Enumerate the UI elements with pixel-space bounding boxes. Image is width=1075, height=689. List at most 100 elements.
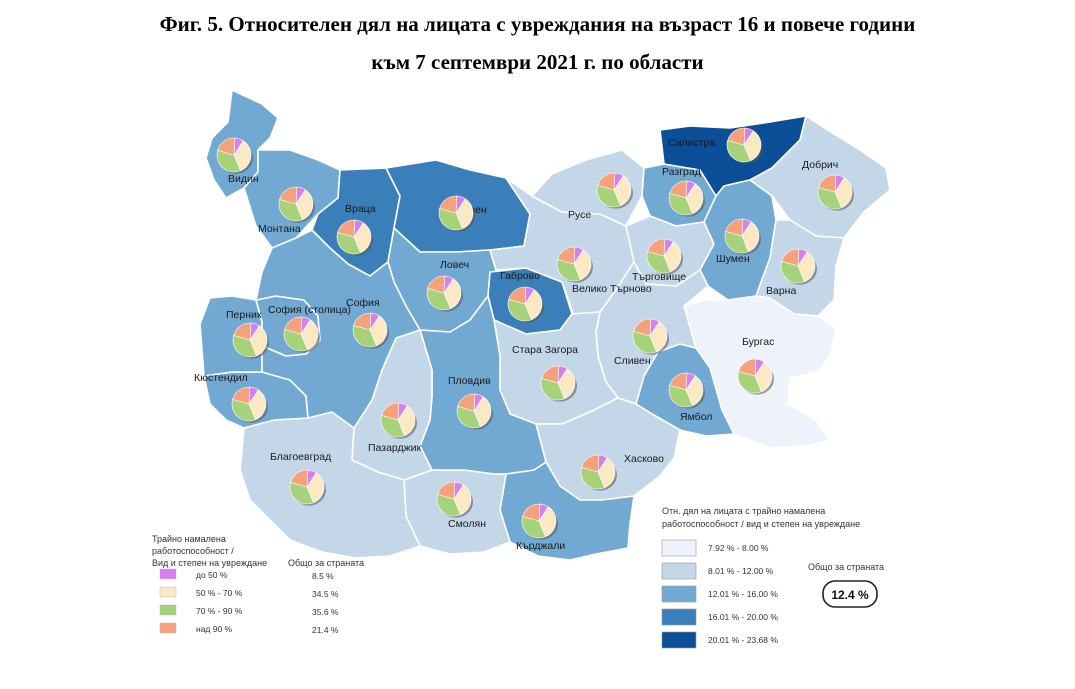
pie-slice-2 <box>300 319 319 351</box>
region-label-vratsa: Враца <box>345 203 376 215</box>
pie-slice-2 <box>443 278 462 310</box>
pie-legend-heading-line: работоспособност / <box>152 546 234 556</box>
class-legend-swatch <box>661 608 697 626</box>
pie-slice-3 <box>278 198 303 222</box>
pie-slice-3 <box>438 207 463 231</box>
pie-slice-2 <box>685 183 704 215</box>
region-sofiya[interactable] <box>255 229 421 429</box>
pie-slice-4 <box>669 180 688 199</box>
region-pie-vratsa <box>336 219 373 256</box>
pie-slice-2 <box>834 177 853 209</box>
region-pie-kardzhali <box>521 503 558 540</box>
class-legend-swatch <box>661 585 697 603</box>
pie-slice-3 <box>231 398 256 422</box>
pie-slice-2 <box>249 325 268 357</box>
pie-slice-2 <box>741 221 760 253</box>
pie-legend-swatch <box>159 568 177 580</box>
pie-slice-4 <box>439 195 458 214</box>
pie-slice-2 <box>248 389 267 421</box>
class-legend-label: 16.01 % - 20.00 % <box>708 612 778 622</box>
region-label-gabrovo: Габрово <box>500 270 540 282</box>
pie-slice-4 <box>437 481 456 500</box>
pie-legend-value: 21.4 % <box>312 625 339 635</box>
pie-slice-2 <box>754 361 773 393</box>
pie-slice-3 <box>668 192 693 216</box>
region-pie-kyustendil <box>231 386 268 423</box>
pie-slice-2 <box>649 321 668 353</box>
pie-slice-4 <box>284 316 303 335</box>
pie-slice-4 <box>217 137 236 156</box>
pie-slice-2 <box>369 315 388 347</box>
pie-legend-label: над 90 % <box>196 624 233 634</box>
pie-slice-2 <box>685 375 704 407</box>
pie-slice-3 <box>737 370 762 394</box>
pie-slice-3 <box>580 466 605 490</box>
chart-title-line-2: към 7 септември 2021 г. по области <box>371 50 704 74</box>
pie-slice-2 <box>538 506 557 538</box>
region-pie-razgrad <box>668 180 705 217</box>
pie-slice-4 <box>725 218 744 237</box>
region-label-sofiya-stolitsa: София (столица) <box>268 304 351 316</box>
region-pie-lovech <box>426 275 463 312</box>
region-label-stara-zagora: Стара Загора <box>512 344 578 356</box>
region-pie-sliven <box>632 318 669 355</box>
region-pie-dobrich <box>817 174 854 211</box>
region-label-lovech: Ловеч <box>440 259 469 271</box>
region-label-silistra: Силистра <box>668 137 715 149</box>
pie-slice-4 <box>647 238 666 257</box>
pie-slice-3 <box>216 149 241 173</box>
pie-slice-3 <box>668 384 693 408</box>
region-label-kyustendil: Кюстендил <box>194 372 248 384</box>
pie-legend-total-heading: Общо за страната <box>288 558 364 568</box>
pie-slice-3 <box>283 328 308 352</box>
class-legend-label: 12.01 % - 16.00 % <box>708 589 778 599</box>
pie-slice-3 <box>780 260 805 284</box>
pie-slice-2 <box>573 249 592 281</box>
pie-slice-3 <box>596 184 621 208</box>
pie-slice-4 <box>633 318 652 337</box>
pie-slice-4 <box>233 322 252 341</box>
region-pie-targovishte <box>646 238 683 275</box>
region-pie-plovdiv <box>456 393 493 430</box>
region-pie-veliko-tarnovo <box>556 246 593 283</box>
region-label-targovishte: Търговище <box>632 271 686 283</box>
pie-legend-heading-line: Вид и степен на увреждане <box>152 558 267 568</box>
region-label-plovdiv: Пловдив <box>448 375 491 387</box>
region-label-sofiya: София <box>346 297 380 309</box>
region-pie-yambol <box>668 372 705 409</box>
class-legend-swatch <box>661 631 697 649</box>
pie-legend-heading-line: Трайно намалена <box>152 534 226 544</box>
pie-slice-4 <box>232 386 251 405</box>
class-legend-heading-line: Отн. дял на лицата с трайно намалена <box>662 506 825 516</box>
region-pie-pazardzhik <box>380 402 417 439</box>
region-label-smolyan: Смолян <box>448 518 486 530</box>
class-legend-swatch <box>661 562 697 580</box>
region-label-razgrad: Разград <box>662 166 701 178</box>
pie-slice-3 <box>426 287 451 311</box>
pie-legend-swatch <box>159 586 177 598</box>
pie-slice-2 <box>353 222 372 254</box>
region-label-yambol: Ямбол <box>680 411 712 423</box>
pie-slice-2 <box>473 396 492 428</box>
pie-slice-3 <box>507 298 532 322</box>
pie-slice-4 <box>457 393 476 412</box>
country-total-label: Общо за страната <box>808 562 884 572</box>
pie-slice-3 <box>436 493 461 517</box>
region-label-kardzhali: Кърджали <box>516 540 565 552</box>
region-label-dobrich: Добрич <box>802 159 838 171</box>
region-pie-shumen <box>724 218 761 255</box>
class-legend-swatch <box>661 539 697 557</box>
region-pie-burgas <box>737 358 774 395</box>
pie-slice-3 <box>540 377 565 401</box>
region-pie-pernik <box>232 322 269 359</box>
class-legend-label: 20.01 % - 23.68 % <box>708 635 778 645</box>
pie-legend-label: 70 % - 90 % <box>196 606 243 616</box>
pie-slice-2 <box>306 472 325 504</box>
region-label-sliven: Сливен <box>614 355 651 367</box>
region-label-vidin: Видин <box>228 173 259 185</box>
pie-legend-label: 50 % - 70 % <box>196 588 243 598</box>
pie-slice-2 <box>557 368 576 400</box>
pie-legend-value: 35.6 % <box>312 607 339 617</box>
pie-slice-4 <box>738 358 757 377</box>
